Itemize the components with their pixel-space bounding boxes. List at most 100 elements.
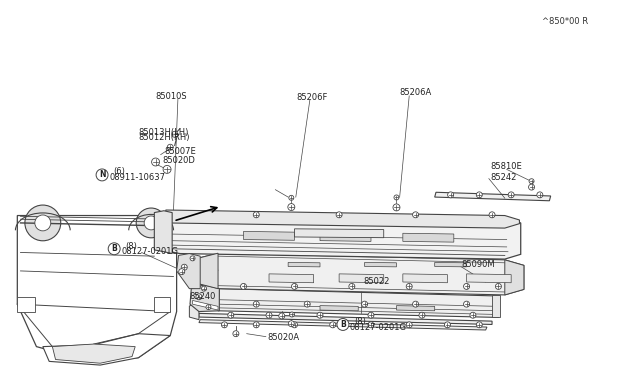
Circle shape <box>337 318 349 330</box>
Polygon shape <box>177 254 200 289</box>
Circle shape <box>406 283 412 289</box>
Text: (8): (8) <box>354 317 365 326</box>
Text: 85007E: 85007E <box>164 147 196 156</box>
Text: 85020D: 85020D <box>162 156 195 166</box>
Circle shape <box>233 331 239 337</box>
Text: N: N <box>99 170 106 179</box>
Polygon shape <box>154 211 172 254</box>
Polygon shape <box>492 295 500 317</box>
Circle shape <box>253 322 259 328</box>
Circle shape <box>362 301 367 307</box>
Circle shape <box>179 269 185 275</box>
Circle shape <box>413 212 419 218</box>
Polygon shape <box>288 262 320 267</box>
Text: B: B <box>340 320 346 329</box>
Circle shape <box>317 312 323 318</box>
Polygon shape <box>435 192 550 201</box>
Text: 85090M: 85090M <box>461 260 495 269</box>
Circle shape <box>196 294 202 300</box>
Polygon shape <box>294 229 384 238</box>
Text: 85206F: 85206F <box>296 93 328 102</box>
Text: 85022: 85022 <box>364 277 390 286</box>
Polygon shape <box>467 274 511 283</box>
Circle shape <box>489 212 495 218</box>
Circle shape <box>368 322 374 328</box>
Polygon shape <box>189 301 218 320</box>
Circle shape <box>144 216 158 230</box>
Polygon shape <box>164 212 521 259</box>
Polygon shape <box>505 260 524 295</box>
Circle shape <box>463 301 470 307</box>
Circle shape <box>266 312 272 318</box>
Polygon shape <box>199 313 492 324</box>
Circle shape <box>221 322 227 328</box>
Text: 85020A: 85020A <box>268 333 300 342</box>
Polygon shape <box>17 297 35 311</box>
Circle shape <box>537 192 543 198</box>
Circle shape <box>35 215 51 231</box>
Polygon shape <box>396 306 435 311</box>
Circle shape <box>152 158 159 166</box>
Circle shape <box>508 192 514 198</box>
Circle shape <box>172 131 178 137</box>
Circle shape <box>167 144 173 150</box>
Text: 85240: 85240 <box>189 292 216 301</box>
Circle shape <box>393 204 400 211</box>
Circle shape <box>330 322 336 328</box>
Circle shape <box>279 313 285 319</box>
Text: ^850*00 R: ^850*00 R <box>541 17 588 26</box>
Circle shape <box>96 169 108 181</box>
Text: 85810E: 85810E <box>491 162 522 171</box>
Circle shape <box>181 264 188 270</box>
Circle shape <box>190 256 195 261</box>
Polygon shape <box>199 320 487 330</box>
Circle shape <box>253 301 259 307</box>
Circle shape <box>228 312 234 318</box>
Text: B: B <box>111 244 117 253</box>
Text: 85013H(LH): 85013H(LH) <box>138 128 189 137</box>
Circle shape <box>163 166 171 173</box>
Polygon shape <box>365 262 396 267</box>
Circle shape <box>413 301 419 307</box>
Circle shape <box>241 283 246 289</box>
Circle shape <box>495 283 501 289</box>
Circle shape <box>419 312 425 318</box>
Circle shape <box>529 179 534 184</box>
Polygon shape <box>403 233 454 242</box>
Circle shape <box>202 286 207 291</box>
Polygon shape <box>154 297 170 311</box>
Polygon shape <box>320 232 371 241</box>
Polygon shape <box>166 210 520 228</box>
Text: 08127-0201G: 08127-0201G <box>121 247 178 256</box>
Circle shape <box>304 301 310 307</box>
Polygon shape <box>183 250 505 258</box>
Circle shape <box>529 184 534 190</box>
Circle shape <box>289 321 294 327</box>
Polygon shape <box>244 231 294 240</box>
Polygon shape <box>339 274 384 283</box>
Circle shape <box>289 312 294 317</box>
Text: 08911-10637: 08911-10637 <box>109 173 165 182</box>
Circle shape <box>368 312 374 318</box>
Text: 85242: 85242 <box>491 173 517 182</box>
Circle shape <box>288 203 295 211</box>
Circle shape <box>292 322 298 328</box>
Circle shape <box>463 283 470 289</box>
Circle shape <box>476 192 483 198</box>
Circle shape <box>289 195 294 200</box>
Circle shape <box>470 312 476 318</box>
Circle shape <box>108 243 120 255</box>
Polygon shape <box>320 306 358 311</box>
Text: (6): (6) <box>113 167 125 176</box>
Text: 85010S: 85010S <box>156 92 188 101</box>
Polygon shape <box>199 253 524 295</box>
Text: 85206A: 85206A <box>399 89 432 97</box>
Circle shape <box>394 195 399 200</box>
Circle shape <box>292 283 298 289</box>
Text: (8): (8) <box>125 242 138 251</box>
Polygon shape <box>193 301 218 310</box>
Polygon shape <box>435 262 467 267</box>
Polygon shape <box>190 285 220 311</box>
Circle shape <box>476 322 483 328</box>
Polygon shape <box>199 253 218 289</box>
